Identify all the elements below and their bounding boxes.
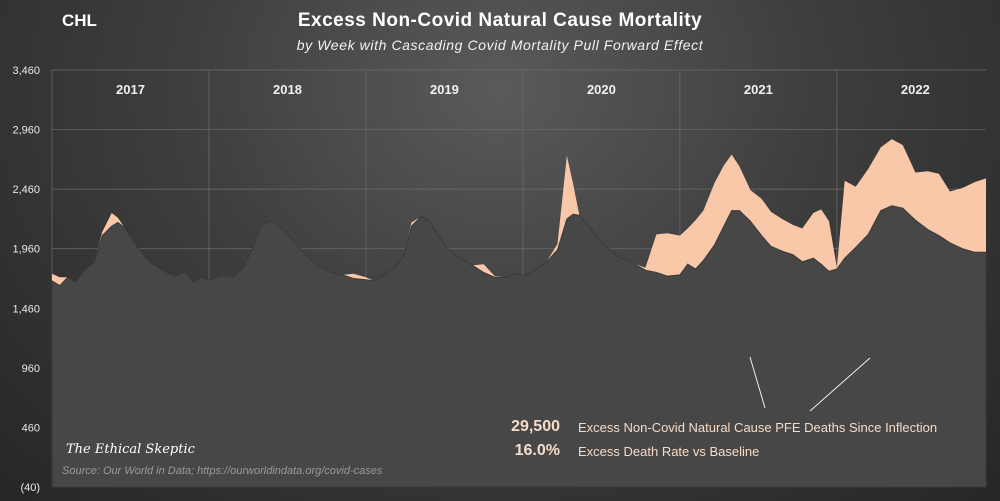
chart-title: Excess Non-Covid Natural Cause Mortality — [297, 10, 703, 31]
year-label-2021: 2021 — [744, 82, 773, 97]
stat-excess-deaths-value: 29,500 — [511, 418, 560, 435]
y-axis: 3,460 2,960 2,460 1,960 1,460 960 460 (40) — [12, 65, 40, 494]
y-tick-label: 1,960 — [12, 244, 40, 256]
y-tick-label: (40) — [20, 482, 40, 494]
brand-watermark: The Ethical Skeptic — [66, 442, 195, 457]
year-label-2017: 2017 — [116, 82, 145, 97]
callout-line-right — [809, 357, 871, 412]
y-tick-label: 1,460 — [12, 303, 40, 315]
y-tick-label: 460 — [22, 422, 40, 434]
year-label-2020: 2020 — [587, 82, 616, 97]
source-note: Source: Our World in Data; https://ourwo… — [62, 465, 383, 477]
y-tick-label: 2,460 — [12, 184, 40, 196]
y-tick-label: 2,960 — [12, 125, 40, 137]
baseline-mortality-area — [51, 205, 987, 488]
year-label-2018: 2018 — [273, 82, 302, 97]
year-labels: 2017 2018 2019 2020 2021 2022 — [116, 82, 930, 97]
y-tick-label: 3,460 — [12, 65, 40, 77]
stat-excess-deaths-label: Excess Non-Covid Natural Cause PFE Death… — [578, 420, 938, 435]
year-label-2019: 2019 — [430, 82, 459, 97]
chart-subtitle: by Week with Cascading Covid Mortality P… — [296, 37, 704, 53]
stat-excess-rate-label: Excess Death Rate vs Baseline — [578, 444, 760, 459]
y-tick-label: 960 — [22, 363, 40, 375]
callout-line-left — [749, 356, 766, 409]
year-label-2022: 2022 — [901, 82, 930, 97]
country-code: CHL — [62, 11, 97, 30]
stat-excess-rate-value: 16.0% — [514, 442, 560, 459]
